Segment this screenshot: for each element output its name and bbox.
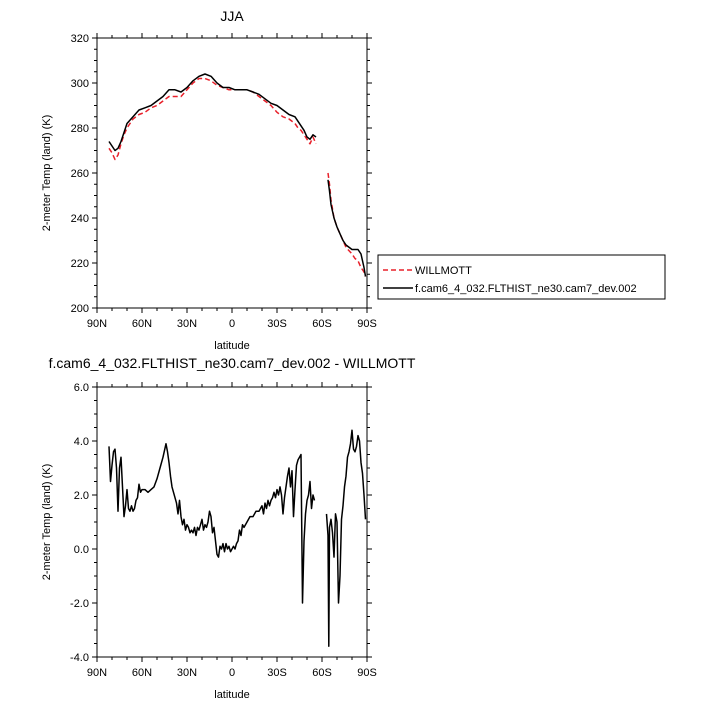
x-tick-label: 60S (312, 667, 332, 679)
y-tick-label: 4.0 (74, 436, 89, 448)
bottom-x-ticks: 90N 60N 30N 0 30S 60S 90S (87, 382, 377, 679)
y-tick-label: 220 (71, 258, 89, 270)
legend: WILLMOTT f.cam6_4_032.FLTHIST_ne30.cam7_… (377, 254, 666, 300)
x-tick-label: 90S (357, 318, 377, 330)
y-tick-label: 0.0 (74, 544, 89, 556)
legend-box (377, 254, 666, 300)
legend-label-willmott: WILLMOTT (415, 265, 472, 277)
bottom-plot-area (108, 429, 367, 647)
x-tick-label: 90S (357, 667, 377, 679)
top-x-ticks: 90N 60N 30N 0 30S 60S 90S (87, 33, 377, 330)
top-plot-area (108, 73, 367, 277)
top-panel: JJA 200 220 240 260 280 300 320 90N 60N 30N 0 30S 6… (41, 8, 666, 352)
y-tick-label: 300 (71, 78, 89, 90)
y-tick-label: 260 (71, 168, 89, 180)
x-tick-label: 0 (229, 667, 235, 679)
x-tick-label: 90N (87, 318, 107, 330)
series-line-0-1-0 (108, 73, 317, 152)
y-tick-label: -2.0 (70, 598, 89, 610)
bottom-y-ticks: -4.0 -2.0 0.0 2.0 4.0 6.0 (70, 382, 372, 664)
x-tick-label: 0 (229, 318, 235, 330)
legend-label-model: f.cam6_4_032.FLTHIST_ne30.cam7_dev.002 (415, 283, 637, 295)
bottom-ylabel: 2-meter Temp (land) (K) (41, 464, 53, 581)
top-frame (96, 37, 368, 309)
top-ylabel: 2-meter Temp (land) (K) (41, 115, 53, 232)
x-tick-label: 60N (132, 318, 152, 330)
series-line-0-0-1 (327, 172, 367, 277)
y-tick-label: 320 (71, 33, 89, 45)
y-tick-label: 280 (71, 123, 89, 135)
top-xlabel: latitude (214, 340, 249, 352)
series-line-1-0-0 (108, 442, 316, 604)
series-line-0-0-0 (108, 77, 317, 161)
x-tick-label: 30N (177, 318, 197, 330)
y-tick-label: -4.0 (70, 652, 89, 664)
y-tick-label: 2.0 (74, 490, 89, 502)
series-line-1-0-1 (325, 429, 367, 647)
x-tick-label: 90N (87, 667, 107, 679)
top-title: JJA (220, 8, 244, 24)
x-tick-label: 30N (177, 667, 197, 679)
y-tick-label: 240 (71, 213, 89, 225)
x-tick-label: 60S (312, 318, 332, 330)
series-line-0-1-1 (327, 179, 367, 277)
y-tick-label: 6.0 (74, 382, 89, 394)
bottom-panel: f.cam6_4_032.FLTHIST_ne30.cam7_dev.002 -… (41, 355, 416, 701)
x-tick-label: 60N (132, 667, 152, 679)
x-tick-label: 30S (267, 318, 287, 330)
bottom-xlabel: latitude (214, 689, 249, 701)
top-y-ticks: 200 220 240 260 280 300 320 (71, 33, 372, 315)
bottom-title: f.cam6_4_032.FLTHIST_ne30.cam7_dev.002 -… (49, 355, 416, 371)
x-tick-label: 30S (267, 667, 287, 679)
y-tick-label: 200 (71, 303, 89, 315)
